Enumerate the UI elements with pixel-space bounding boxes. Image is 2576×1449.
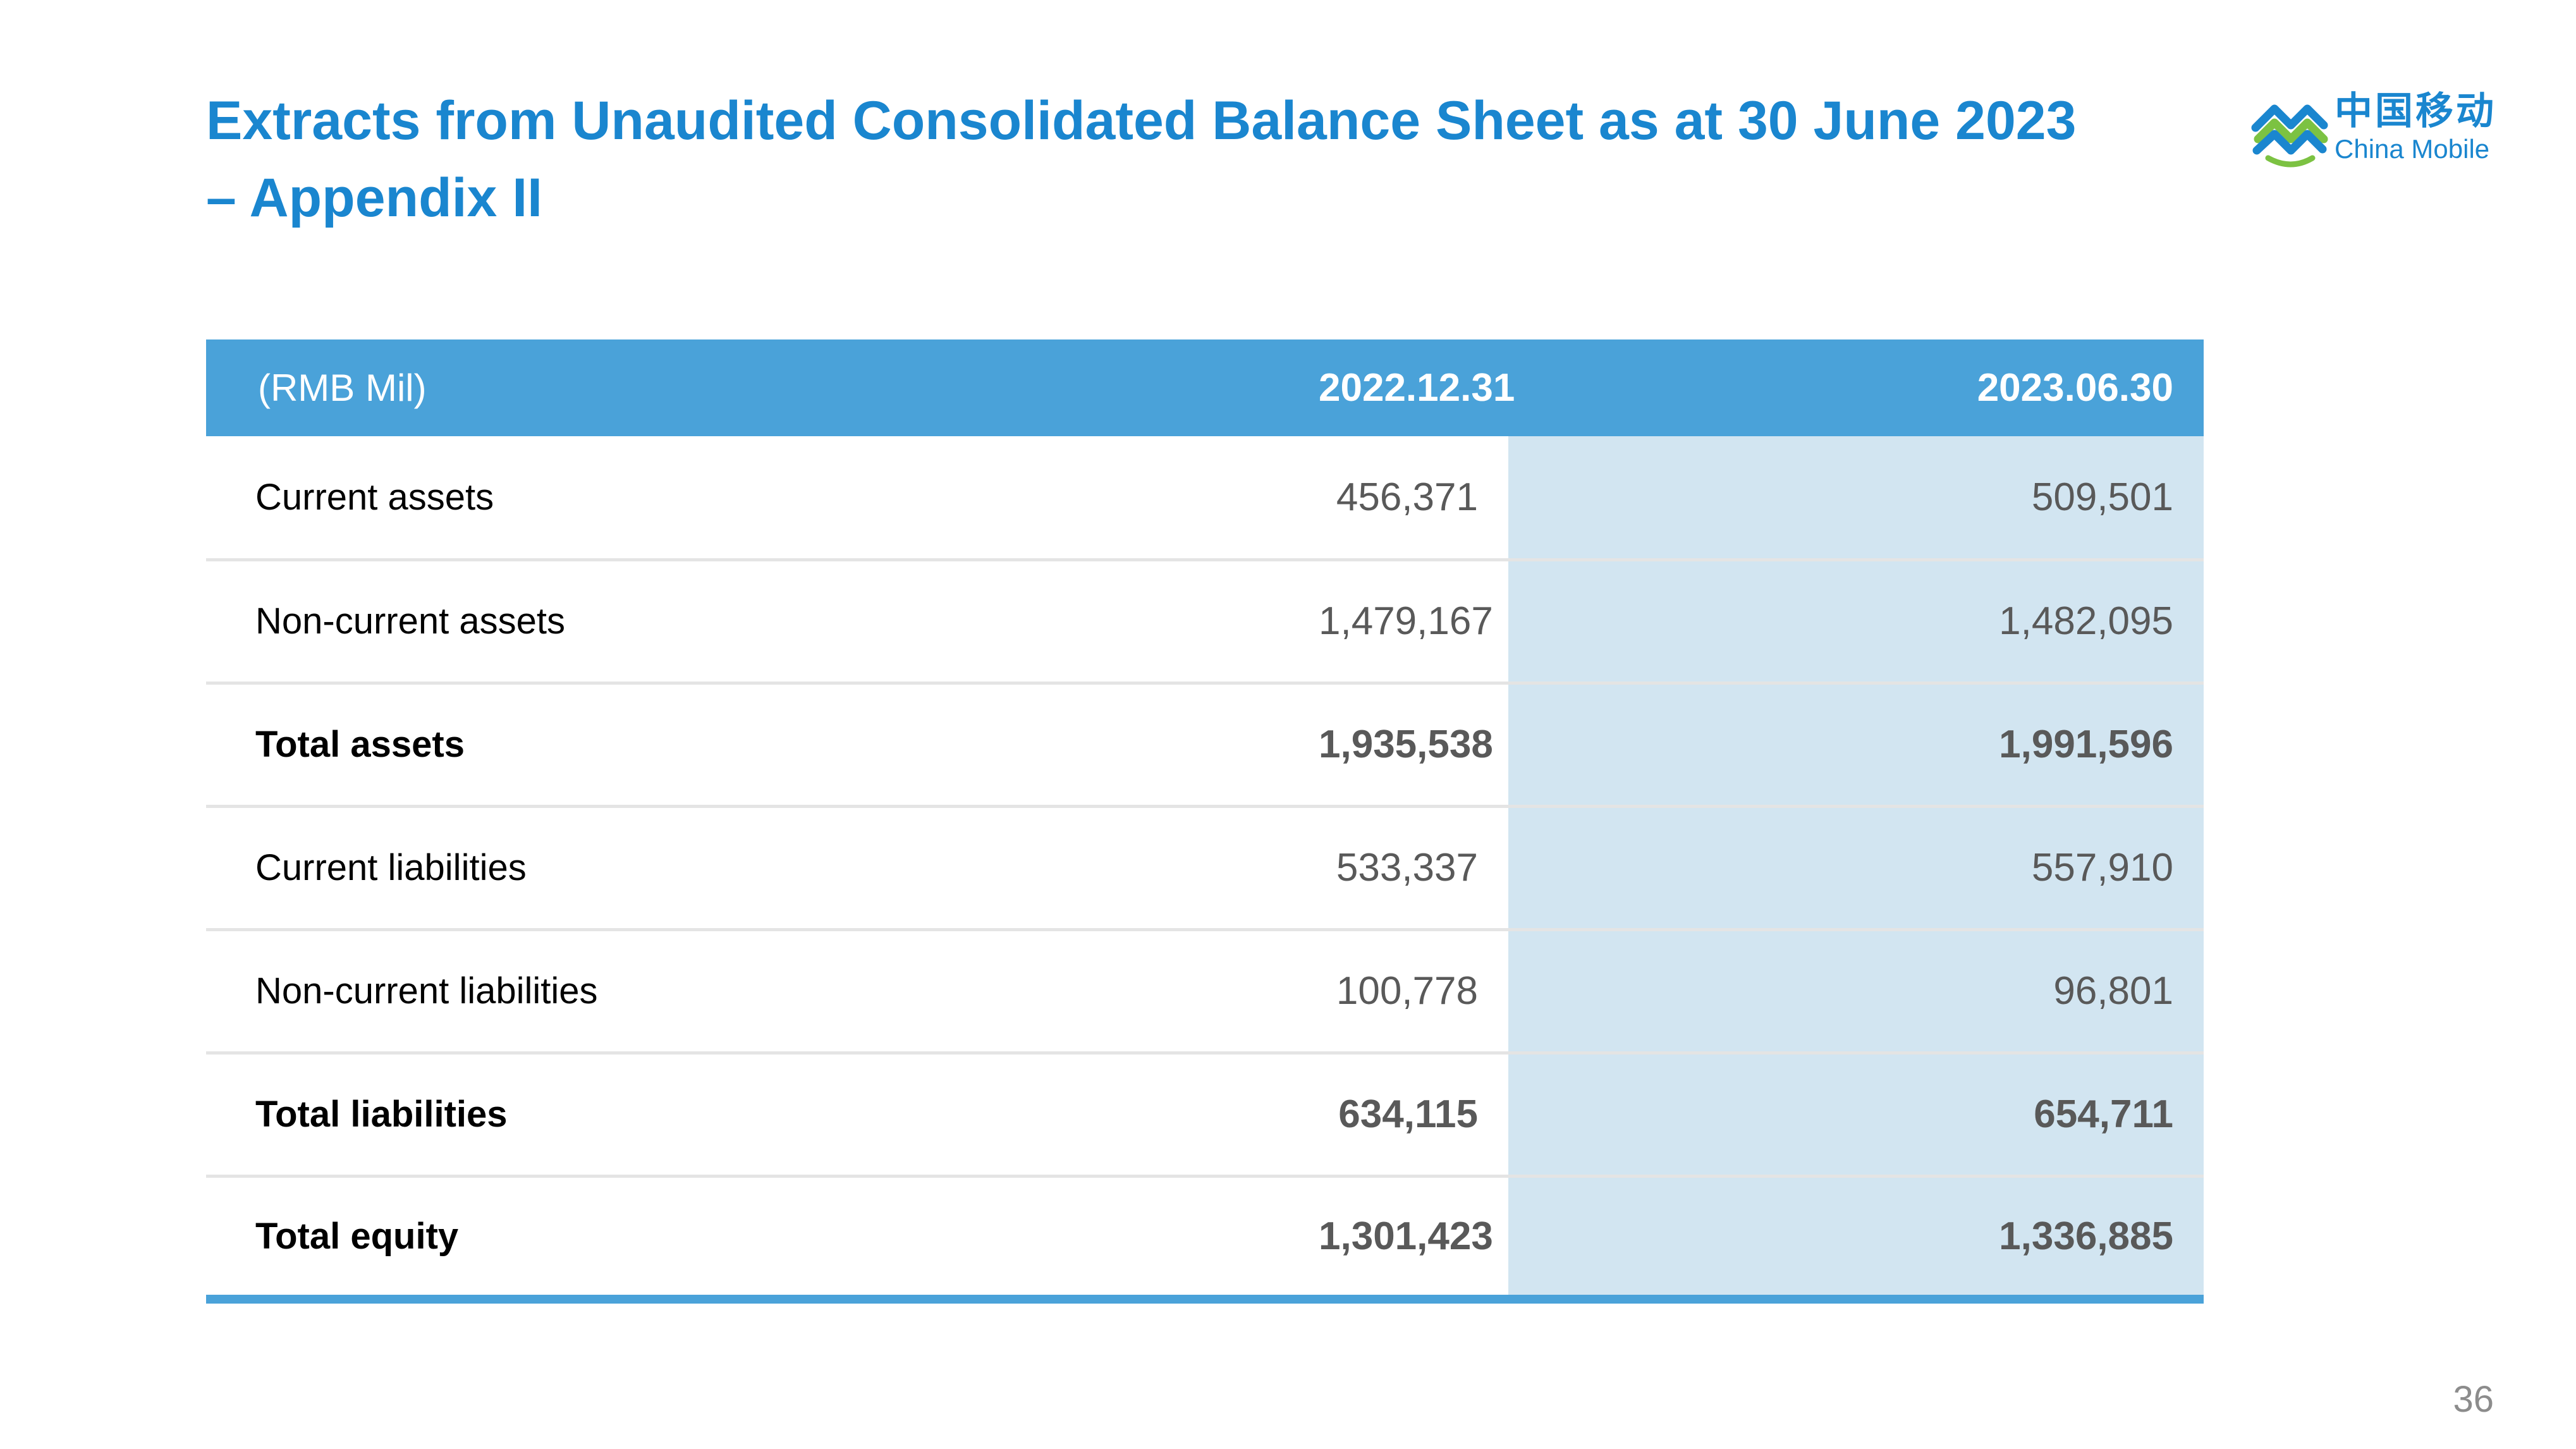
logo-chinese-text: 中国移动 bbox=[2335, 90, 2496, 132]
table-row: Current liabilities 533,337 557,910 bbox=[206, 806, 2204, 929]
slide-title: Extracts from Unaudited Consolidated Bal… bbox=[206, 82, 2166, 236]
slide-title-line-1: Extracts from Unaudited Consolidated Bal… bbox=[206, 90, 2077, 151]
row-label: Current liabilities bbox=[255, 847, 527, 888]
slide-title-line-2: – Appendix II bbox=[206, 168, 542, 228]
value-2023: 1,336,885 bbox=[1508, 1176, 2204, 1299]
unit-header: (RMB Mil) bbox=[258, 367, 427, 409]
value-2023: 96,801 bbox=[1508, 929, 2204, 1053]
table-row-total: Total liabilities 634,115 654,711 bbox=[206, 1053, 2204, 1176]
value-2022: 1,301,423 bbox=[1319, 1214, 1493, 1258]
table-row: Current assets 456,371 509,501 bbox=[206, 436, 2204, 559]
table-row: Non-current assets 1,479,167 1,482,095 bbox=[206, 559, 2204, 683]
row-label: Total equity bbox=[255, 1215, 459, 1257]
page-number: 36 bbox=[2453, 1379, 2494, 1420]
row-label: Total liabilities bbox=[255, 1094, 508, 1135]
table-header-row: (RMB Mil) 2022.12.31 2023.06.30 bbox=[206, 339, 2204, 436]
header-2023: 2023.06.30 bbox=[1977, 366, 2173, 410]
company-logo: 中国移动 China Mobile bbox=[2249, 89, 2515, 171]
value-2022: 456,371 bbox=[1336, 475, 1478, 519]
row-label: Total assets bbox=[255, 724, 465, 765]
table-row-total: Total equity 1,301,423 1,336,885 bbox=[206, 1176, 2204, 1299]
value-2023: 654,711 bbox=[1508, 1053, 2204, 1176]
value-2023: 557,910 bbox=[1508, 806, 2204, 929]
table-row-total: Total assets 1,935,538 1,991,596 bbox=[206, 683, 2204, 806]
row-label: Non-current liabilities bbox=[255, 970, 598, 1012]
china-mobile-logo-icon bbox=[2251, 104, 2328, 168]
value-2022: 100,778 bbox=[1336, 969, 1478, 1013]
header-2022: 2022.12.31 bbox=[1319, 366, 1515, 410]
value-2023: 1,482,095 bbox=[1508, 559, 2204, 683]
value-2023: 509,501 bbox=[1508, 436, 2204, 559]
table-row: Non-current liabilities 100,778 96,801 bbox=[206, 929, 2204, 1053]
value-2022: 533,337 bbox=[1336, 846, 1478, 890]
value-2023: 1,991,596 bbox=[1508, 683, 2204, 806]
balance-sheet-table: (RMB Mil) 2022.12.31 2023.06.30 Current … bbox=[206, 339, 2204, 1304]
logo-english-text: China Mobile bbox=[2335, 134, 2490, 164]
row-label: Non-current assets bbox=[255, 601, 565, 642]
value-2022: 634,115 bbox=[1338, 1092, 1478, 1136]
value-2022: 1,479,167 bbox=[1319, 599, 1493, 643]
row-label: Current assets bbox=[255, 476, 494, 518]
value-2022: 1,935,538 bbox=[1319, 723, 1493, 766]
